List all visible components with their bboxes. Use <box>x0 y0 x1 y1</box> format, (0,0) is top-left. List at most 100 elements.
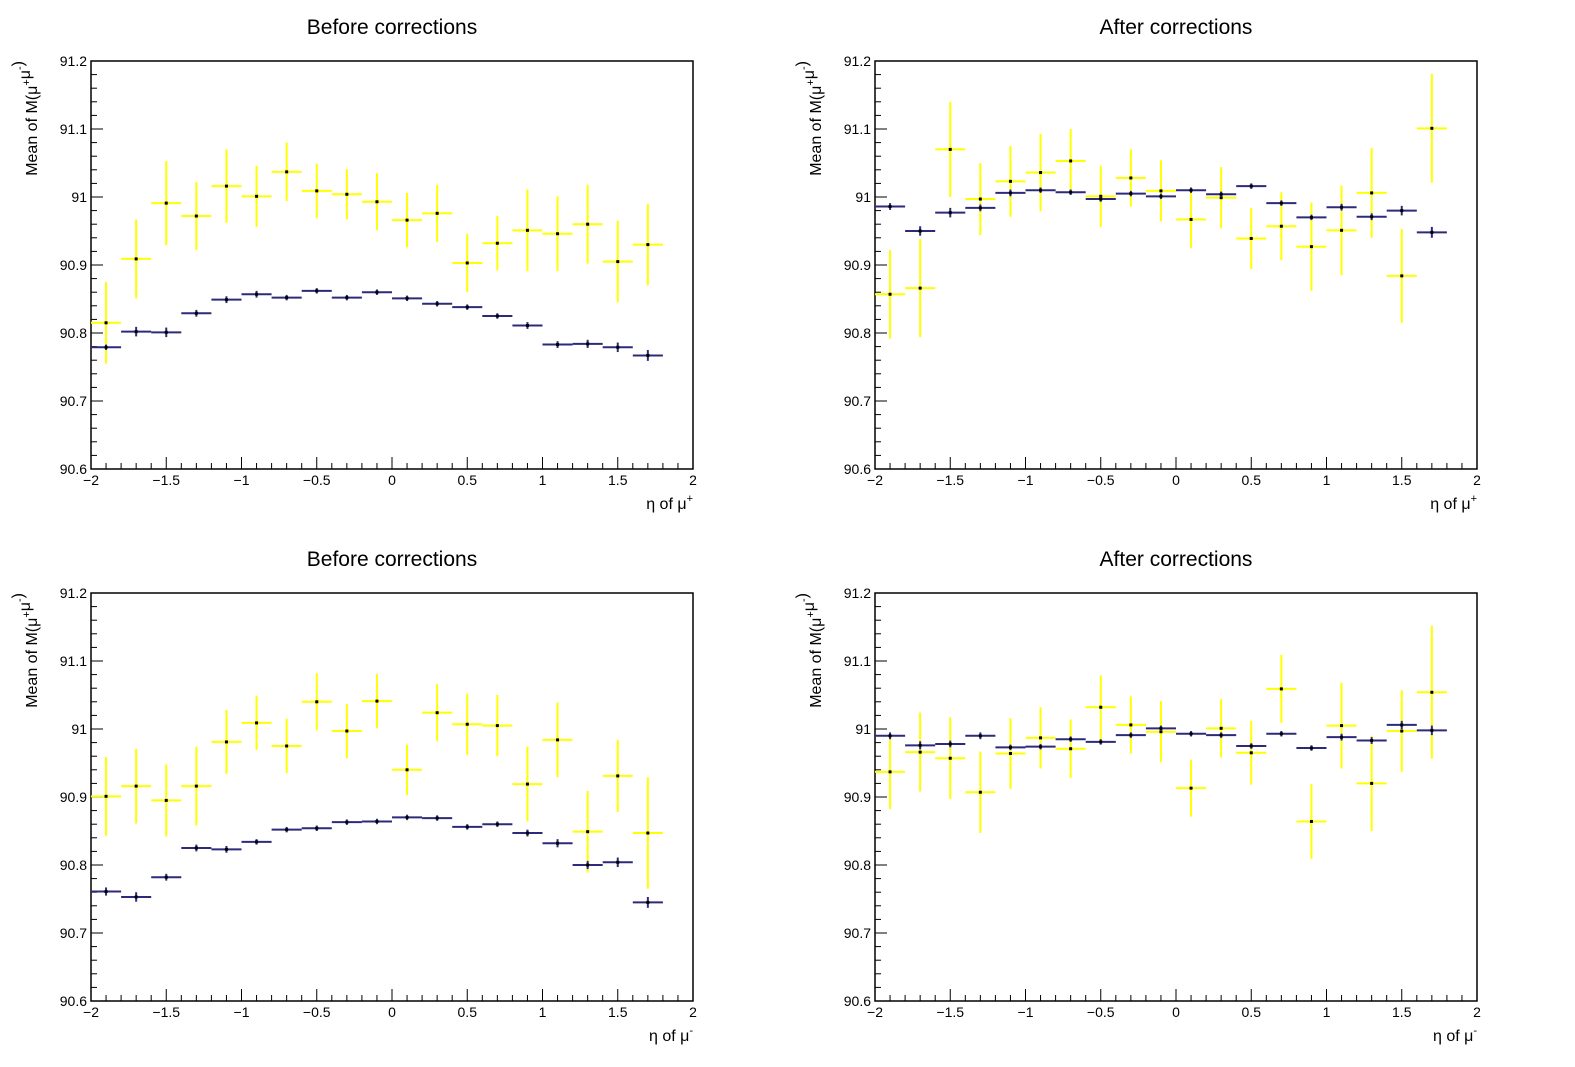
y-tick-label: 90.9 <box>844 789 871 805</box>
marker <box>104 321 108 325</box>
data-point <box>572 790 603 873</box>
marker <box>556 232 560 236</box>
chart-title: Before corrections <box>307 548 477 571</box>
data-point <box>602 857 633 868</box>
data-point <box>1356 148 1387 238</box>
data-point <box>995 146 1026 217</box>
data-point <box>542 341 573 348</box>
data-point <box>1296 745 1327 751</box>
y-tick-label: 90.8 <box>844 325 871 341</box>
series-navy <box>91 288 663 361</box>
data-point <box>241 165 272 227</box>
data-point <box>331 294 362 301</box>
x-tick-label: −2 <box>867 1004 883 1020</box>
series-navy <box>875 183 1447 238</box>
data-point <box>91 282 122 364</box>
data-point <box>1176 190 1207 248</box>
x-tick-label: 2 <box>689 1004 697 1020</box>
data-point <box>905 239 936 338</box>
marker <box>586 830 590 834</box>
data-point <box>482 695 513 757</box>
data-point <box>301 825 332 831</box>
data-point <box>1145 701 1176 763</box>
marker <box>164 798 168 802</box>
chart-panel-2: After corrections −2 −1.5 −1 −0.5 0 0.5 1 1.5 2 90… <box>794 16 1481 513</box>
data-point <box>1055 719 1086 778</box>
marker <box>1129 176 1133 180</box>
marker <box>525 782 529 786</box>
x-tick-label: −1 <box>1018 1004 1034 1020</box>
data-point <box>1266 654 1297 723</box>
data-point <box>1356 735 1387 831</box>
data-point <box>512 829 543 837</box>
marker <box>1189 732 1193 736</box>
data-point <box>1236 207 1267 270</box>
marker <box>104 794 108 798</box>
data-point <box>1115 732 1146 738</box>
marker <box>465 722 469 726</box>
data-point <box>632 350 663 361</box>
y-tick-label: 91 <box>71 721 87 737</box>
series-navy <box>875 720 1447 751</box>
x-tick-label: 2 <box>689 472 697 488</box>
data-point <box>91 344 122 350</box>
x-tick-label: 2 <box>1473 1004 1481 1020</box>
data-point <box>905 226 936 236</box>
marker <box>1159 730 1163 734</box>
marker <box>1008 191 1012 195</box>
marker <box>1189 786 1193 790</box>
data-point <box>121 892 152 902</box>
marker <box>495 822 499 826</box>
data-point <box>1236 743 1267 749</box>
x-tick-label: 1.5 <box>608 472 628 488</box>
marker <box>1370 215 1374 219</box>
data-point <box>1296 784 1327 859</box>
data-point <box>1176 187 1207 193</box>
data-point <box>1115 190 1146 197</box>
marker <box>948 211 952 215</box>
marker <box>888 734 892 738</box>
data-point <box>1236 183 1267 189</box>
data-point <box>121 219 152 299</box>
marker <box>1039 736 1043 740</box>
x-tick-label: 1 <box>1323 472 1331 488</box>
data-point <box>361 173 392 231</box>
marker <box>315 826 319 830</box>
data-point <box>331 819 362 825</box>
x-tick-label: −0.5 <box>303 1004 331 1020</box>
data-point <box>1085 196 1116 202</box>
data-point <box>1025 707 1056 769</box>
x-tick-label: −0.5 <box>303 472 331 488</box>
data-point <box>542 839 573 848</box>
marker <box>315 289 319 293</box>
data-point <box>1085 739 1116 745</box>
data-point <box>392 192 423 248</box>
y-tick-label: 91 <box>855 721 871 737</box>
marker <box>345 296 349 300</box>
marker <box>646 831 650 835</box>
marker <box>1219 726 1223 730</box>
data-point <box>1416 625 1447 759</box>
data-point <box>1206 191 1237 197</box>
marker <box>1129 723 1133 727</box>
data-point <box>1055 736 1086 742</box>
data-point <box>995 189 1026 197</box>
marker <box>224 298 228 302</box>
data-point <box>482 216 513 271</box>
marker <box>1099 740 1103 744</box>
marker <box>1129 192 1133 196</box>
marker <box>465 825 469 829</box>
data-point <box>392 814 423 821</box>
data-point <box>1266 200 1297 206</box>
marker <box>1219 192 1223 196</box>
chart-panel-3: Before corrections −2 −1.5 −1 −0.5 0 0.5 1 1.5 2 9… <box>10 548 697 1045</box>
marker <box>1400 723 1404 727</box>
data-point <box>1386 720 1417 729</box>
marker <box>646 243 650 247</box>
marker <box>1249 744 1253 748</box>
marker <box>435 816 439 820</box>
data-point <box>602 220 633 303</box>
marker <box>1069 159 1073 163</box>
x-axis-label: η of μ- <box>649 1025 693 1045</box>
plot-frame <box>90 60 694 470</box>
